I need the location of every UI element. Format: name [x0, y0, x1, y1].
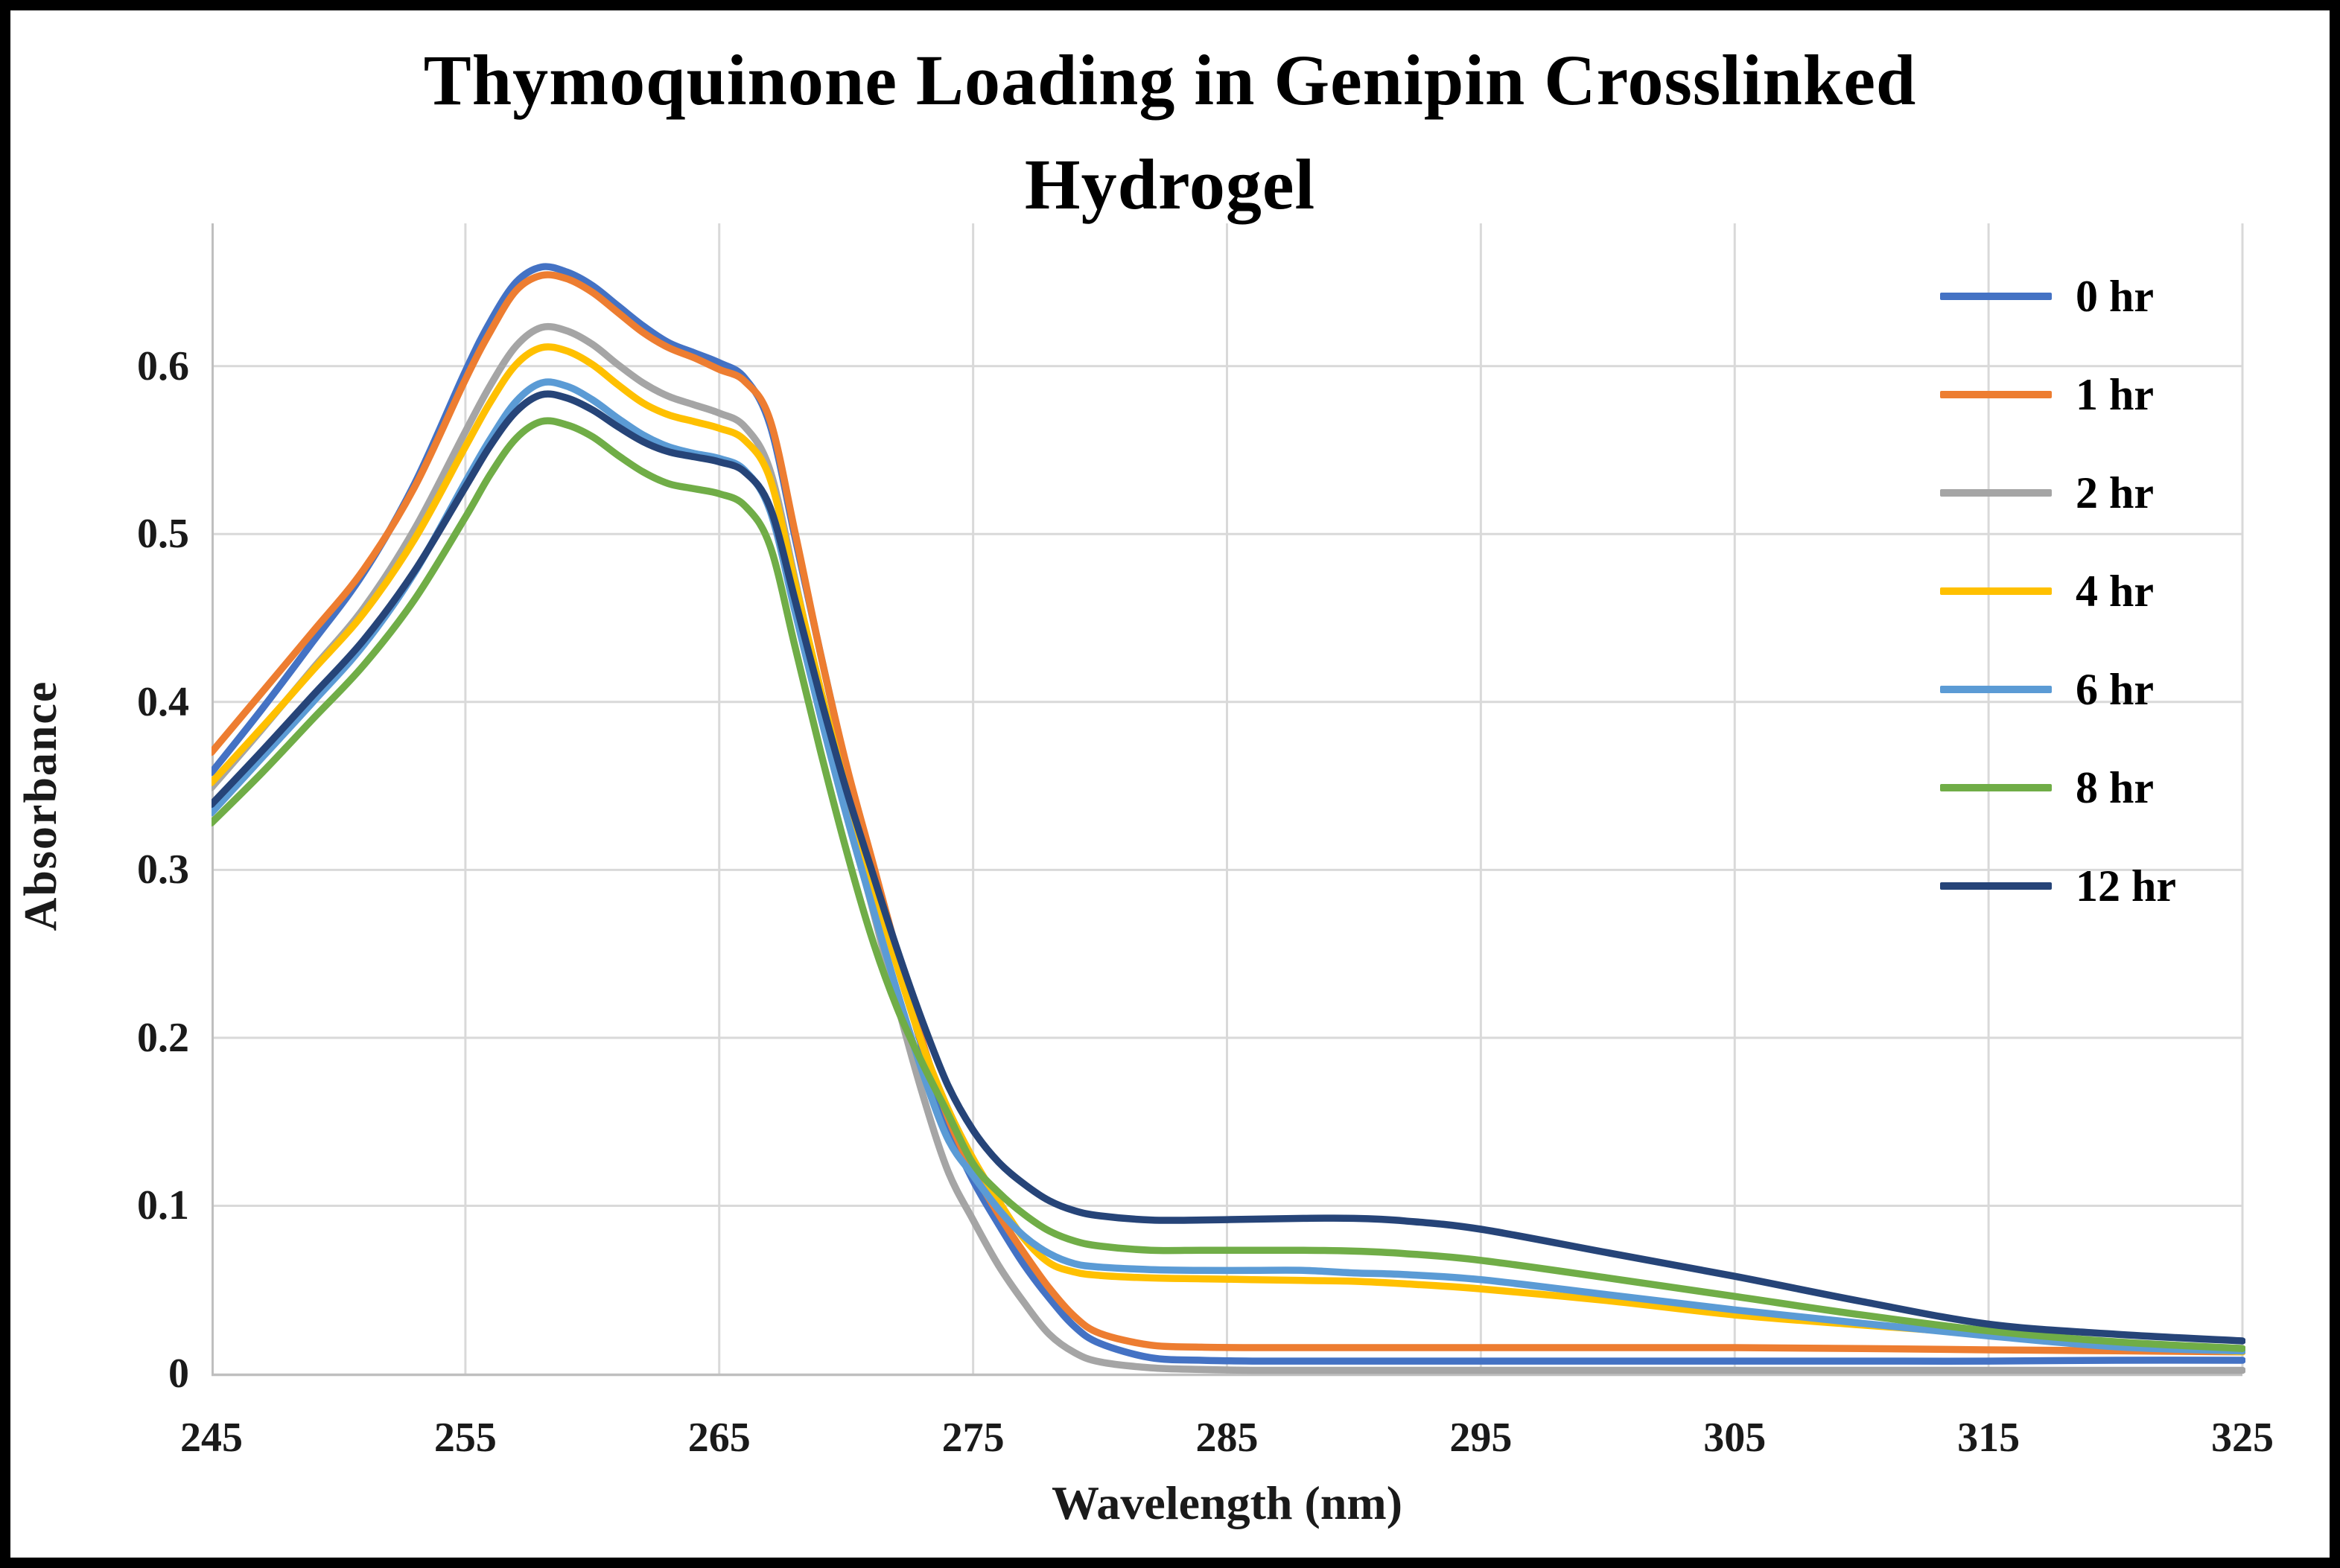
chart-title-line2: Hydrogel [1024, 144, 1316, 224]
legend-label: 0 hr [2076, 272, 2154, 321]
y-tick-label: 0.4 [137, 678, 189, 725]
legend-label: 6 hr [2076, 665, 2154, 714]
x-tick-label: 255 [433, 1415, 497, 1461]
x-tick-label: 275 [941, 1415, 1005, 1461]
series-line-6-hr [212, 378, 2245, 1355]
legend-label: 1 hr [2076, 370, 2154, 419]
x-axis-title: Wavelength (nm) [1051, 1476, 1403, 1529]
series-line-8-hr [212, 417, 2245, 1352]
legend-line-swatch [1940, 293, 2052, 300]
legend-label: 2 hr [2076, 468, 2154, 517]
series-line-12-hr [212, 390, 2245, 1345]
x-tick-label: 285 [1195, 1415, 1259, 1461]
legend-line-swatch [1940, 686, 2052, 693]
y-tick-label: 0.1 [137, 1182, 189, 1229]
legend-item-4-hr: 4 hr [1940, 565, 2154, 617]
legend-label: 4 hr [2076, 567, 2154, 616]
legend-item-0-hr: 0 hr [1940, 270, 2154, 322]
y-tick-label: 0.3 [137, 847, 189, 893]
legend-line-swatch [1940, 784, 2052, 791]
x-tick-label: 315 [1957, 1415, 2021, 1461]
x-tick-label: 295 [1449, 1415, 1513, 1461]
legend-item-12-hr: 12 hr [1940, 860, 2176, 912]
legend-label: 8 hr [2076, 763, 2154, 812]
legend-item-6-hr: 6 hr [1940, 663, 2154, 716]
legend-item-8-hr: 8 hr [1940, 762, 2154, 814]
y-tick-label: 0 [168, 1351, 189, 1397]
legend-item-2-hr: 2 hr [1940, 467, 2154, 519]
plot-area [212, 223, 2245, 1377]
y-tick-label: 0.6 [137, 342, 189, 389]
x-tick-label: 245 [180, 1415, 243, 1461]
chart-title-line1: Thymoquinone Loading in Genipin Crosslin… [423, 40, 1917, 120]
legend-line-swatch [1940, 489, 2052, 497]
x-tick-label: 265 [687, 1415, 751, 1461]
y-tick-label: 0.2 [137, 1014, 189, 1061]
legend-item-1-hr: 1 hr [1940, 369, 2154, 421]
legend-line-swatch [1940, 882, 2052, 890]
x-tick-label: 325 [2211, 1415, 2274, 1461]
y-tick-label: 0.5 [137, 511, 189, 558]
legend-line-swatch [1940, 391, 2052, 398]
x-tick-label: 305 [1703, 1415, 1767, 1461]
chart-title: Thymoquinone Loading in Genipin Crosslin… [0, 28, 2340, 237]
legend-label: 12 hr [2076, 861, 2176, 911]
series-line-4-hr [212, 343, 2245, 1356]
legend-line-swatch [1940, 587, 2052, 595]
